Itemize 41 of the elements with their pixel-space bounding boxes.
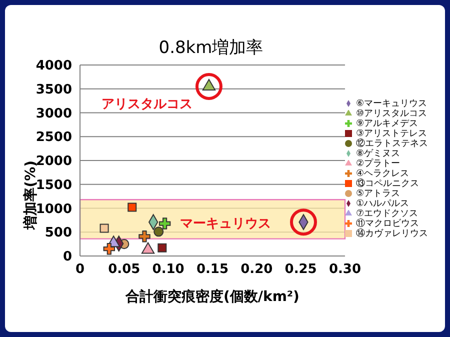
point [158, 243, 167, 252]
y-tick-label: 1000 [36, 202, 72, 217]
y-tick-label: 500 [44, 226, 72, 241]
x-axis-title: 合計衝突痕密度(個数/km²) [124, 288, 300, 305]
chart-title: 0.8km増加率 [158, 37, 264, 59]
y-tick-label: 4000 [36, 58, 72, 74]
x-tick-label: 0.20 [240, 262, 273, 278]
x-tick-label: 0.10 [152, 262, 184, 278]
y-tick-label: 1500 [36, 178, 72, 193]
x-tick-label: 0.30 [328, 262, 362, 278]
y-tick-label: 3500 [36, 82, 72, 98]
legend-label: ⑫エラトステネス [356, 138, 428, 148]
legend-label: ⑤アトラス [356, 188, 400, 198]
legend-label: ①ハルパルス [356, 198, 410, 208]
y-tick-label: 0 [62, 250, 72, 265]
annotation: アリスタルコス [101, 97, 192, 112]
y-tick-label: 2000 [36, 154, 72, 170]
point [103, 242, 116, 255]
x-tick-label: 0.15 [196, 262, 229, 278]
legend-label: ⑧ゲミヌス [356, 148, 400, 158]
legend-label: ⑦エウドクソス [356, 208, 418, 218]
y-tick-label: 3000 [36, 106, 72, 122]
legend-label: ⑥マーキュリウス [356, 98, 428, 108]
point [138, 230, 150, 242]
point [158, 218, 171, 230]
point [128, 202, 137, 212]
legend-label: ⑭カヴァレリウス [356, 228, 428, 238]
y-tick-label: 2500 [36, 130, 72, 146]
x-tick-label: 0.05 [108, 262, 140, 278]
legend-label: ②プラトー [356, 158, 400, 168]
legend-label: ⑬コペルニクス [356, 178, 419, 188]
point [154, 226, 164, 237]
legend-label: ③アリストテレス [356, 128, 428, 138]
legend-label: ⑪マクロビウス [356, 218, 419, 228]
point [100, 224, 109, 233]
legend-label: ⑩アリスタルコス [356, 108, 428, 118]
legend-label: ④ヘラクレス [356, 168, 410, 178]
x-tick-label: 0.25 [284, 262, 317, 278]
annotation: マーキュリウス [180, 216, 271, 232]
x-tick-label: 0 [75, 262, 85, 278]
legend-label: ⑨アルキメデス [356, 118, 418, 128]
